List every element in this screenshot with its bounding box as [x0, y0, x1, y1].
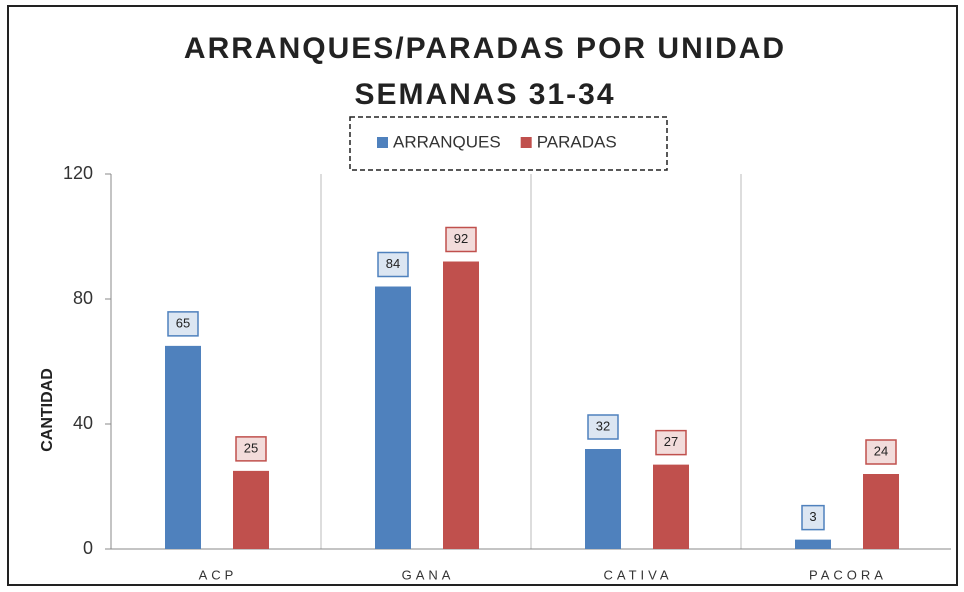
value-label-box: [167, 311, 199, 337]
value-label-box: [235, 436, 267, 462]
x-tick-label: PACORA: [809, 567, 887, 582]
x-tick-label: CATIVA: [603, 567, 672, 582]
value-label: 24: [874, 443, 888, 458]
value-label: 27: [664, 434, 678, 449]
bar: [443, 261, 479, 549]
legend-swatch: [377, 137, 388, 148]
bar: [165, 345, 201, 549]
value-label: 92: [454, 231, 468, 246]
value-label: 3: [809, 509, 816, 524]
legend-label: ARRANQUES: [393, 132, 501, 151]
legend-frame: [349, 116, 668, 171]
y-tick-label: 80: [73, 288, 93, 308]
value-label-box: [865, 439, 897, 465]
value-label-box: [445, 226, 477, 253]
bar: [585, 449, 621, 549]
legend-swatch: [520, 137, 532, 148]
y-tick-label: 0: [83, 538, 93, 558]
value-label: 32: [596, 418, 610, 433]
bar: [795, 539, 831, 549]
value-label-box: [587, 414, 619, 440]
x-tick-label: GANA: [402, 567, 455, 582]
x-tick-label: ACP: [199, 567, 238, 582]
y-tick-label: 120: [63, 163, 93, 183]
bar: [863, 474, 899, 549]
value-label-box: [801, 504, 825, 531]
value-label-box: [377, 251, 409, 278]
bar: [233, 470, 269, 549]
y-axis-label: CANTIDAD: [39, 368, 56, 452]
value-label: 65: [176, 315, 190, 330]
chart-title: ARRANQUES/PARADAS POR UNIDAD: [184, 32, 786, 65]
chart-subtitle: SEMANAS 31-34: [354, 78, 615, 111]
y-tick-label: 40: [73, 413, 93, 433]
bar: [653, 464, 689, 549]
legend-label: PARADAS: [537, 132, 617, 151]
value-label: 25: [244, 440, 258, 455]
bar: [375, 286, 411, 549]
value-label: 84: [386, 256, 400, 271]
value-label-box: [655, 429, 687, 456]
